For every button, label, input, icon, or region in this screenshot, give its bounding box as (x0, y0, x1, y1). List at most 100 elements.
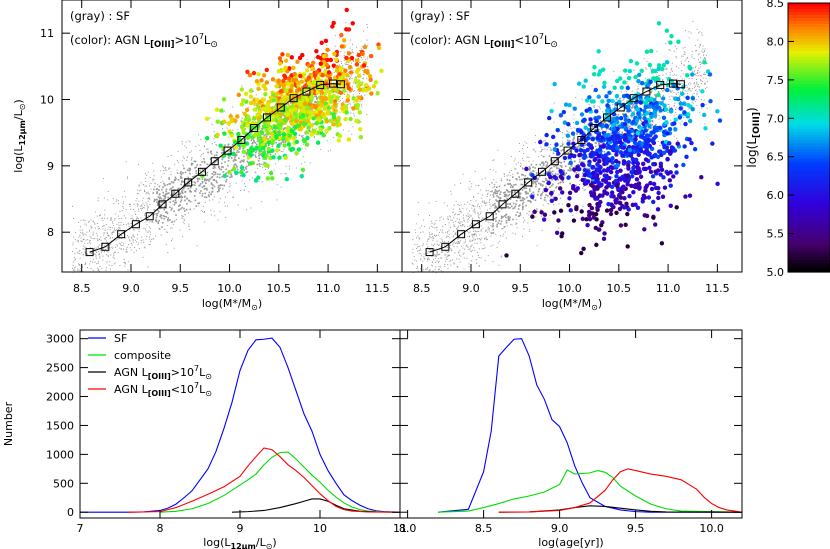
agn-point (357, 87, 363, 93)
sf-point (104, 214, 106, 216)
sf-point (470, 186, 472, 188)
sf-point (650, 138, 652, 140)
sf-point (626, 73, 628, 75)
sf-point (89, 240, 91, 242)
agn-point (346, 94, 351, 99)
sf-point (557, 182, 560, 185)
sf-point (364, 94, 366, 96)
sf-point (582, 172, 584, 174)
sf-point (498, 219, 501, 222)
sf-point (353, 59, 355, 61)
sf-point (684, 64, 686, 66)
sf-point (204, 201, 206, 203)
sf-point (417, 270, 419, 272)
sf-point (509, 186, 512, 189)
sf-point (492, 204, 494, 206)
sf-point (138, 208, 140, 210)
sf-point (627, 116, 629, 118)
sf-point (546, 171, 548, 174)
sf-point (149, 176, 151, 178)
sf-point (183, 158, 185, 160)
sf-point (427, 250, 429, 252)
sf-point (238, 151, 240, 153)
agn-point (290, 128, 295, 134)
sf-point (104, 232, 106, 234)
sf-point (208, 163, 211, 166)
sf-point (240, 159, 243, 162)
sf-point (156, 204, 159, 206)
sf-point (274, 81, 276, 83)
sf-point (180, 183, 183, 186)
sf-point (112, 230, 114, 232)
sf-point (466, 208, 468, 210)
sf-point (149, 231, 151, 233)
sf-point (160, 176, 162, 178)
sf-point (500, 217, 503, 219)
sf-point (694, 84, 696, 86)
sf-point (570, 158, 572, 161)
sf-point (414, 243, 416, 245)
sf-point (115, 251, 117, 253)
sf-point (325, 93, 327, 95)
sf-point (170, 174, 172, 176)
sf-point (499, 197, 502, 199)
sf-point (308, 139, 310, 141)
agn-point (361, 63, 367, 68)
sf-point (445, 244, 447, 246)
sf-point (431, 265, 433, 267)
sf-point (492, 224, 495, 227)
sf-point (90, 242, 92, 244)
sf-point (454, 226, 456, 228)
sf-point (338, 64, 340, 66)
agn-point (335, 64, 340, 70)
sf-point (356, 77, 358, 79)
agn-point (350, 21, 355, 26)
sf-point (660, 96, 662, 98)
sf-point (627, 84, 629, 86)
sf-point (529, 210, 531, 212)
sf-point (205, 141, 207, 143)
sf-point (678, 84, 680, 86)
sf-point (79, 249, 81, 251)
sf-point (181, 192, 184, 194)
sf-point (193, 208, 195, 210)
sf-point (87, 242, 89, 244)
sf-point (110, 217, 112, 219)
sf-point (144, 190, 146, 192)
agn-point (331, 114, 337, 120)
sf-point (522, 205, 524, 208)
sf-point (686, 57, 688, 59)
sf-point (212, 179, 215, 181)
sf-point (529, 200, 532, 203)
sf-point (271, 170, 273, 172)
sf-point (492, 244, 494, 246)
agn-point (271, 114, 276, 119)
sf-point (672, 74, 674, 76)
sf-point (492, 196, 495, 198)
scatter-clouds (72, 7, 723, 273)
sf-point (435, 256, 437, 258)
sf-point (490, 206, 492, 208)
sf-point (516, 219, 518, 221)
sf-point (256, 140, 259, 143)
sf-point (432, 245, 434, 247)
sf-point (111, 232, 113, 234)
sf-point (203, 212, 205, 214)
sf-point (658, 119, 660, 121)
sf-point (245, 168, 248, 170)
agn-point (261, 124, 267, 129)
sf-point (469, 239, 471, 241)
sf-point (687, 89, 689, 91)
sf-point (275, 141, 277, 144)
sf-point (128, 244, 130, 246)
sf-point (95, 250, 97, 252)
sf-point (570, 127, 572, 129)
sf-point (562, 148, 564, 151)
sf-point (555, 185, 558, 188)
sf-point (203, 210, 205, 212)
sf-point (673, 91, 675, 93)
sf-point (334, 107, 336, 109)
sf-point (691, 101, 693, 103)
sf-point (97, 197, 99, 199)
sf-point (519, 195, 522, 198)
